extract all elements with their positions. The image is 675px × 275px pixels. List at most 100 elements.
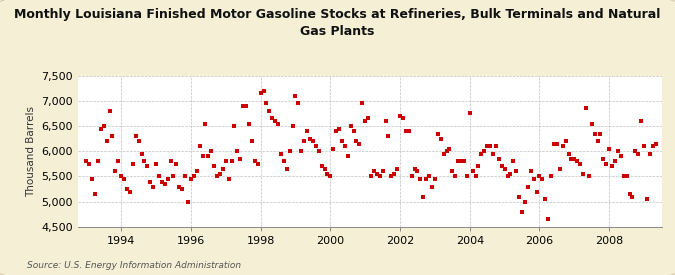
Point: [145, 179, 156, 184]
Point: [264, 109, 275, 113]
Point: [572, 159, 583, 164]
Point: [595, 131, 606, 136]
Point: [641, 197, 652, 201]
Point: [310, 144, 321, 148]
Point: [188, 174, 199, 179]
Point: [209, 164, 219, 169]
Point: [232, 149, 243, 153]
Point: [101, 139, 112, 143]
Point: [636, 119, 647, 123]
Point: [525, 169, 536, 174]
Point: [621, 174, 632, 179]
Point: [333, 126, 344, 131]
Point: [380, 119, 391, 123]
Point: [299, 139, 310, 143]
Point: [284, 149, 295, 153]
Point: [159, 182, 170, 186]
Point: [342, 154, 353, 158]
Point: [610, 159, 620, 164]
Point: [258, 89, 269, 93]
Point: [447, 169, 458, 174]
Point: [130, 134, 141, 138]
Point: [279, 159, 290, 164]
Point: [139, 159, 150, 164]
Point: [340, 144, 350, 148]
Point: [246, 139, 257, 143]
Text: Monthly Louisiana Finished Motor Gasoline Stocks at Refineries, Bulk Terminals a: Monthly Louisiana Finished Motor Gasolin…: [14, 8, 661, 38]
Point: [174, 184, 185, 189]
Point: [148, 184, 159, 189]
Point: [249, 159, 260, 164]
Point: [223, 177, 234, 181]
Point: [313, 149, 324, 153]
Point: [554, 167, 565, 171]
Point: [116, 174, 127, 179]
Point: [200, 121, 211, 126]
Point: [84, 162, 95, 166]
Point: [400, 129, 411, 133]
Point: [438, 152, 449, 156]
Point: [476, 152, 487, 156]
Point: [500, 167, 510, 171]
Point: [415, 177, 426, 181]
Point: [392, 167, 402, 171]
Point: [412, 169, 423, 174]
Point: [136, 152, 147, 156]
Point: [458, 159, 469, 164]
Point: [244, 121, 254, 126]
Point: [241, 104, 252, 108]
Point: [226, 159, 237, 164]
Point: [618, 174, 629, 179]
Point: [479, 149, 490, 153]
Point: [90, 192, 101, 196]
Point: [560, 139, 571, 143]
Point: [122, 187, 132, 191]
Point: [424, 174, 435, 179]
Point: [592, 139, 603, 143]
Point: [647, 144, 658, 148]
Point: [487, 152, 498, 156]
Point: [357, 101, 368, 106]
Point: [319, 167, 330, 171]
Point: [354, 141, 364, 146]
Point: [598, 157, 609, 161]
Point: [514, 194, 524, 199]
Point: [566, 157, 577, 161]
Point: [113, 159, 124, 164]
Point: [220, 159, 231, 164]
Point: [639, 144, 649, 148]
Point: [362, 116, 373, 121]
Point: [206, 149, 217, 153]
Point: [630, 149, 641, 153]
Point: [389, 172, 400, 176]
Point: [183, 199, 194, 204]
Point: [616, 154, 626, 158]
Point: [304, 136, 315, 141]
Point: [491, 144, 502, 148]
Y-axis label: Thousand Barrels: Thousand Barrels: [26, 106, 36, 197]
Point: [270, 119, 281, 123]
Point: [395, 114, 406, 118]
Point: [485, 144, 495, 148]
Point: [293, 101, 304, 106]
Point: [435, 136, 446, 141]
Point: [337, 139, 348, 143]
Point: [482, 144, 493, 148]
Point: [104, 109, 115, 113]
Point: [464, 111, 475, 116]
Point: [604, 147, 615, 151]
Point: [194, 144, 205, 148]
Point: [107, 134, 118, 138]
Point: [351, 139, 362, 143]
Point: [462, 174, 472, 179]
Point: [551, 141, 562, 146]
Point: [563, 152, 574, 156]
Point: [267, 116, 277, 121]
Point: [119, 177, 130, 181]
Point: [543, 217, 554, 222]
Point: [229, 124, 240, 128]
Point: [180, 174, 190, 179]
Point: [273, 121, 284, 126]
Point: [92, 159, 103, 164]
Point: [645, 152, 655, 156]
